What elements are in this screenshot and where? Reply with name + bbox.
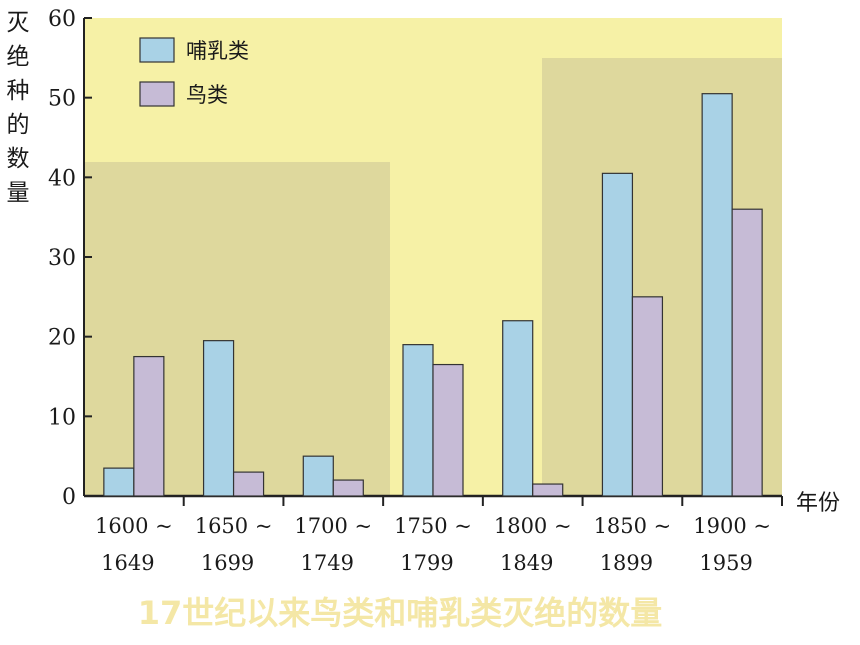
bar-birds (432, 363, 464, 497)
shaded-region-left (84, 162, 390, 496)
y-tick-label: 40 (48, 166, 76, 191)
x-category-label: 1799 (400, 551, 453, 575)
x-category-label: 1750 ~ (394, 514, 472, 538)
bar-birds (731, 208, 763, 497)
legend-swatch (139, 37, 175, 63)
y-tick-label: 20 (48, 326, 76, 351)
y-axis-label-char: 数 (7, 146, 30, 172)
bar-mammals (601, 172, 634, 497)
bar-mammals (302, 455, 334, 497)
y-tick-label: 10 (48, 405, 76, 430)
x-category-label: 1649 (101, 551, 154, 575)
x-axis-label: 年份 (796, 491, 840, 516)
x-category-label: 1700 ~ (294, 514, 372, 538)
x-category-label: 1849 (500, 551, 553, 575)
bar-mammals (103, 467, 135, 497)
x-category-label: 1600 ~ (95, 514, 173, 538)
figure-caption: 17世纪以来鸟类和哺乳类灭绝的数量 (137, 594, 663, 632)
bar-birds (532, 483, 564, 497)
bar-mammals (402, 344, 434, 497)
x-category-label: 1699 (201, 551, 254, 575)
legend-swatch (139, 81, 175, 107)
x-category-label: 1899 (600, 551, 653, 575)
legend-label: 哺乳类 (186, 39, 249, 63)
bar-mammals (701, 93, 733, 497)
y-tick-label: 50 (48, 87, 76, 112)
bar-birds (232, 471, 265, 497)
y-tick-label: 0 (62, 485, 76, 510)
y-axis-label-char: 灭 (7, 10, 30, 36)
x-category-label: 1959 (699, 551, 752, 575)
bar-birds (332, 479, 364, 497)
y-axis-label-char: 量 (7, 180, 30, 206)
y-axis-label-char: 绝 (7, 44, 30, 70)
y-tick-label: 60 (48, 7, 76, 32)
bar-mammals (502, 320, 534, 497)
y-tick-label: 30 (48, 246, 76, 271)
x-category-label: 1850 ~ (594, 514, 672, 538)
y-axis-label-char: 的 (7, 112, 30, 138)
y-axis-label-char: 种 (7, 78, 30, 104)
bar-birds (133, 355, 165, 497)
bar-mammals (202, 340, 235, 497)
x-category-label: 1749 (301, 551, 354, 575)
bar-birds (631, 296, 664, 497)
x-category-label: 1900 ~ (693, 514, 771, 538)
x-category-label: 1800 ~ (494, 514, 572, 538)
legend-label: 鸟类 (186, 83, 228, 107)
x-category-label: 1650 ~ (195, 514, 273, 538)
